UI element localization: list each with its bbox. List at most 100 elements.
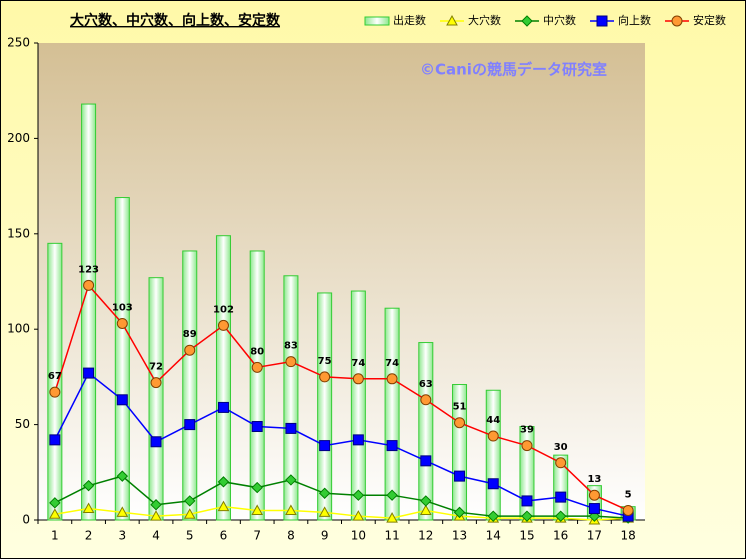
marker	[285, 422, 297, 434]
x-tick-label: 1	[51, 529, 59, 543]
legend-marker	[521, 15, 533, 27]
bar	[350, 290, 366, 521]
marker	[285, 474, 297, 486]
x-tick-label: 7	[253, 529, 261, 543]
x-tick-label: 2	[85, 529, 93, 543]
data-label: 63	[419, 379, 433, 390]
x-tick-label: 6	[220, 529, 228, 543]
marker	[352, 510, 365, 521]
marker	[420, 455, 432, 467]
marker	[83, 279, 95, 291]
marker	[454, 417, 466, 429]
marker	[184, 344, 196, 356]
marker	[150, 510, 162, 521]
marker	[183, 508, 196, 519]
data-label: 83	[284, 341, 298, 352]
marker	[49, 386, 61, 398]
marker	[116, 317, 128, 329]
data-label: 39	[520, 425, 534, 436]
marker	[184, 495, 196, 507]
line	[54, 371, 629, 517]
marker	[184, 419, 196, 431]
legend-label: 出走数	[393, 13, 426, 27]
legend-marker	[446, 14, 458, 26]
data-label: 5	[625, 489, 632, 500]
marker	[251, 504, 264, 515]
bar	[215, 235, 231, 521]
x-tick-label: 18	[620, 529, 635, 543]
marker	[419, 504, 432, 515]
y-tick-label: 50	[15, 417, 30, 431]
marker	[622, 504, 634, 516]
watermark: ©Caniの競馬データ研究室	[420, 61, 607, 79]
marker	[82, 479, 95, 492]
marker	[554, 510, 567, 522]
y-tick-label: 0	[22, 513, 30, 527]
marker	[318, 506, 331, 517]
marker	[49, 434, 61, 446]
data-label: 80	[250, 346, 264, 357]
data-label: 74	[351, 358, 365, 369]
marker	[487, 510, 499, 522]
marker	[386, 440, 398, 452]
chart-title: 大穴数、中穴数、向上数、安定数	[70, 12, 281, 29]
x-tick-label: 5	[186, 529, 194, 543]
marker	[386, 489, 398, 501]
marker	[116, 506, 129, 517]
data-label: 30	[554, 442, 568, 453]
marker	[150, 499, 162, 511]
marker	[521, 510, 533, 522]
marker	[352, 373, 364, 385]
marker	[251, 421, 263, 433]
marker	[318, 487, 331, 499]
data-label: 75	[318, 356, 332, 367]
marker	[251, 361, 263, 373]
marker	[319, 371, 331, 383]
data-label: 89	[183, 329, 197, 340]
data-label: 123	[78, 264, 99, 275]
x-tick-label: 15	[519, 529, 534, 543]
marker	[217, 500, 230, 512]
legend-label: 向上数	[618, 13, 651, 27]
marker	[217, 319, 229, 331]
x-tick-label: 10	[351, 529, 366, 543]
marker	[453, 506, 466, 519]
marker	[251, 481, 263, 494]
data-label: 103	[112, 302, 133, 313]
data-label: 51	[453, 402, 467, 413]
marker	[285, 504, 297, 515]
line	[54, 505, 629, 521]
marker	[49, 497, 61, 509]
bar	[114, 197, 130, 521]
bar	[47, 242, 63, 521]
line	[54, 283, 629, 512]
marker	[116, 470, 129, 482]
legend-label: 中穴数	[543, 13, 576, 27]
legend-swatch	[364, 16, 390, 26]
plot-area	[38, 43, 645, 520]
marker	[49, 508, 61, 519]
bar	[485, 389, 501, 521]
legend-marker	[671, 15, 683, 27]
data-label: 74	[385, 358, 399, 369]
marker	[150, 436, 162, 448]
marker	[454, 470, 466, 482]
marker	[420, 394, 432, 406]
bar	[317, 292, 333, 521]
marker	[555, 457, 567, 469]
marker	[82, 502, 95, 514]
bar	[148, 277, 164, 521]
x-tick-label: 8	[287, 529, 295, 543]
x-tick-label: 11	[384, 529, 399, 543]
marker	[352, 434, 364, 446]
bar	[283, 275, 299, 521]
y-tick-label: 200	[7, 131, 30, 145]
data-label: 44	[486, 415, 500, 426]
marker	[386, 512, 398, 523]
marker	[352, 489, 365, 501]
marker	[150, 377, 162, 389]
marker	[521, 495, 533, 507]
marker	[285, 356, 297, 368]
bar	[81, 103, 97, 521]
